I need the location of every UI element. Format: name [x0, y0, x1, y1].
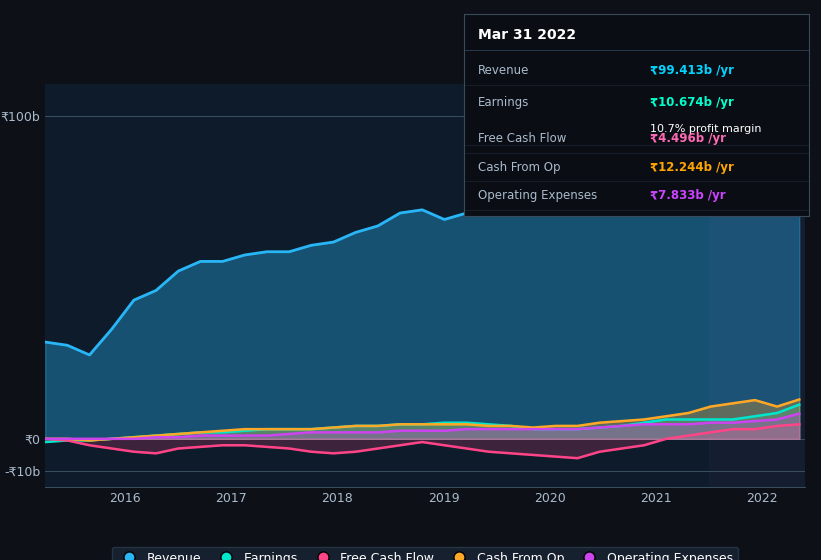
Text: Cash From Op: Cash From Op — [478, 161, 560, 174]
Text: ₹99.413b /yr: ₹99.413b /yr — [650, 64, 734, 77]
Text: Operating Expenses: Operating Expenses — [478, 189, 597, 202]
Text: 10.7% profit margin: 10.7% profit margin — [650, 124, 762, 134]
Text: ₹10.674b /yr: ₹10.674b /yr — [650, 96, 734, 109]
Text: ₹4.496b /yr: ₹4.496b /yr — [650, 133, 726, 146]
Text: Earnings: Earnings — [478, 96, 529, 109]
Legend: Revenue, Earnings, Free Cash Flow, Cash From Op, Operating Expenses: Revenue, Earnings, Free Cash Flow, Cash … — [112, 547, 738, 560]
Text: ₹7.833b /yr: ₹7.833b /yr — [650, 189, 726, 202]
Text: Free Cash Flow: Free Cash Flow — [478, 133, 566, 146]
Text: Revenue: Revenue — [478, 64, 529, 77]
Text: ₹12.244b /yr: ₹12.244b /yr — [650, 161, 734, 174]
Text: Mar 31 2022: Mar 31 2022 — [478, 28, 576, 42]
Bar — [709, 84, 805, 487]
